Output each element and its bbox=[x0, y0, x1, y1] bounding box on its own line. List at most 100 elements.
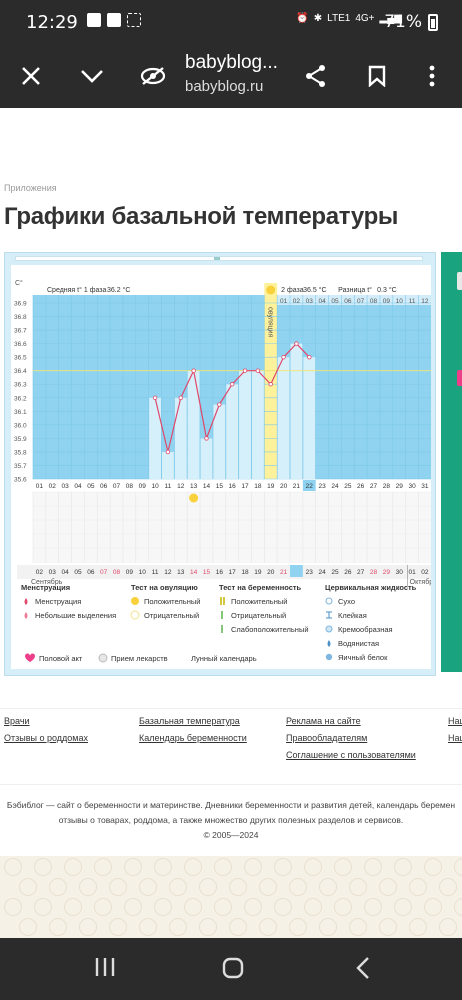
legend-lunar: Лунный календарь bbox=[191, 654, 257, 663]
pattern-doodle bbox=[439, 878, 457, 896]
pattern-doodle bbox=[79, 878, 97, 896]
pattern-doodle bbox=[214, 858, 232, 876]
bottom-date-label: 21 bbox=[280, 569, 288, 576]
moon-icon bbox=[178, 654, 187, 664]
pattern-doodle bbox=[244, 898, 262, 916]
pattern-doodle bbox=[109, 918, 127, 936]
highlight-day-cell bbox=[302, 480, 316, 491]
temperature-point bbox=[204, 436, 209, 441]
pattern-doodle bbox=[184, 858, 202, 876]
pattern-doodle bbox=[379, 918, 397, 936]
small-drop-icon bbox=[24, 612, 28, 619]
tracking-protection-icon[interactable] bbox=[133, 56, 173, 96]
page-tab-title[interactable]: babyblog... bbox=[185, 52, 278, 73]
pattern-doodle bbox=[424, 858, 442, 876]
x-day-label: 15 bbox=[216, 483, 224, 490]
page-domain[interactable]: babyblog.ru bbox=[185, 78, 264, 95]
x-day-label: 21 bbox=[293, 483, 301, 490]
footer-description: Бэбиблог — сайт о беременности и материн… bbox=[0, 798, 462, 843]
footer-pattern bbox=[0, 856, 462, 938]
pattern-doodle bbox=[289, 918, 307, 936]
scrollbar-thumb[interactable] bbox=[214, 257, 220, 260]
legend-sticky: Клейкая bbox=[338, 611, 367, 620]
chart-area: 36.9 36.8 36.7 36.6 36.5 36.4 36.3 36.2 36.1 36.0… bbox=[11, 265, 437, 669]
phase2-label: 2 фаза bbox=[281, 287, 304, 294]
sticky-icon bbox=[326, 611, 332, 619]
chevron-down-icon[interactable] bbox=[72, 56, 112, 96]
x-day-label: 02 bbox=[49, 483, 57, 490]
sun-icon bbox=[131, 597, 139, 605]
pattern-doodle bbox=[109, 878, 127, 896]
pattern-doodle bbox=[214, 898, 232, 916]
home-icon[interactable] bbox=[218, 956, 248, 982]
bottom-date-label: 11 bbox=[152, 569, 159, 576]
top-day-label: 11 bbox=[409, 298, 416, 305]
footer-link-doctors[interactable]: Врачи bbox=[4, 716, 30, 726]
gallery-icon bbox=[87, 13, 101, 27]
temperature-bar bbox=[290, 343, 303, 479]
drop-icon bbox=[24, 598, 28, 605]
pattern-doodle bbox=[34, 898, 52, 916]
top-day-label: 08 bbox=[370, 298, 378, 305]
x-day-label: 20 bbox=[280, 483, 288, 490]
pattern-doodle bbox=[364, 858, 382, 876]
legend-menstruation: Менструация bbox=[35, 597, 81, 606]
temperature-point bbox=[191, 368, 196, 373]
pattern-doodle bbox=[409, 918, 427, 936]
pattern-doodle bbox=[304, 858, 322, 876]
back-icon[interactable] bbox=[348, 956, 378, 982]
temperature-bar bbox=[174, 397, 187, 479]
y-tick-label: 35.8 bbox=[14, 449, 27, 456]
legend-watery: Водянистая bbox=[338, 639, 379, 648]
footer-link-maternity-reviews[interactable]: Отзывы о роддомах bbox=[4, 733, 88, 743]
temperature-point bbox=[152, 395, 158, 400]
y-tick-label: 36.0 bbox=[14, 422, 27, 429]
bottom-date-label: 10 bbox=[139, 569, 147, 576]
pattern-doodle bbox=[19, 918, 37, 936]
pattern-doodle bbox=[19, 878, 37, 896]
top-day-label: 04 bbox=[319, 298, 327, 305]
footer-link-basal-temp[interactable]: Базальная температура bbox=[139, 716, 240, 726]
temperature-point bbox=[294, 341, 299, 346]
close-icon[interactable] bbox=[11, 56, 51, 96]
breadcrumb[interactable]: Приложения bbox=[4, 183, 57, 193]
y-axis-label: С° bbox=[15, 279, 23, 287]
more-menu-icon[interactable] bbox=[412, 56, 452, 96]
footer-divider bbox=[0, 784, 462, 785]
chart-scrollbar[interactable] bbox=[15, 256, 423, 261]
month-label-left: Сентябрь bbox=[31, 578, 63, 586]
temperature-bar bbox=[187, 370, 200, 479]
footer-link-user-agreement[interactable]: Соглашение с пользователями bbox=[286, 750, 416, 760]
pattern-doodle bbox=[34, 858, 52, 876]
x-day-label: 13 bbox=[190, 483, 198, 490]
temperature-bar bbox=[213, 404, 226, 479]
bookmark-icon[interactable] bbox=[357, 56, 397, 96]
y-tick-label: 36.4 bbox=[14, 368, 27, 375]
legend-pr-negative: Отрицательный bbox=[231, 611, 286, 620]
footer-link-advertising[interactable]: Реклама на сайте bbox=[286, 716, 361, 726]
x-day-label: 31 bbox=[421, 483, 429, 490]
diff-value: 0.3 °C bbox=[377, 286, 397, 294]
pattern-doodle bbox=[424, 898, 442, 916]
status-time: 12:29 bbox=[26, 12, 78, 33]
x-day-label: 12 bbox=[177, 483, 185, 490]
footer-link-cut-1[interactable]: Нац bbox=[448, 716, 462, 726]
network-label: 4G+ bbox=[355, 13, 375, 24]
bottom-date-label: 16 bbox=[216, 569, 224, 576]
page-title: Графики базальной температуры bbox=[4, 203, 399, 230]
y-tick-label: 36.1 bbox=[14, 409, 27, 416]
pattern-doodle bbox=[169, 878, 187, 896]
legend-pr-positive: Положительный bbox=[231, 597, 287, 606]
pattern-doodle bbox=[94, 898, 112, 916]
footer-link-cut-2[interactable]: Нац bbox=[448, 733, 462, 743]
signal-icon: ▂▄▆ bbox=[379, 13, 402, 24]
pattern-doodle bbox=[169, 918, 187, 936]
share-icon[interactable] bbox=[296, 56, 336, 96]
side-panel-tab[interactable] bbox=[441, 252, 462, 672]
recent-apps-icon[interactable] bbox=[90, 956, 120, 982]
pattern-doodle bbox=[259, 918, 277, 936]
footer-link-pregnancy-calendar[interactable]: Календарь беременности bbox=[139, 733, 247, 743]
top-day-label: 06 bbox=[344, 298, 352, 305]
footer-link-rightsholders[interactable]: Правообладателям bbox=[286, 733, 368, 743]
x-day-label: 08 bbox=[126, 483, 134, 490]
